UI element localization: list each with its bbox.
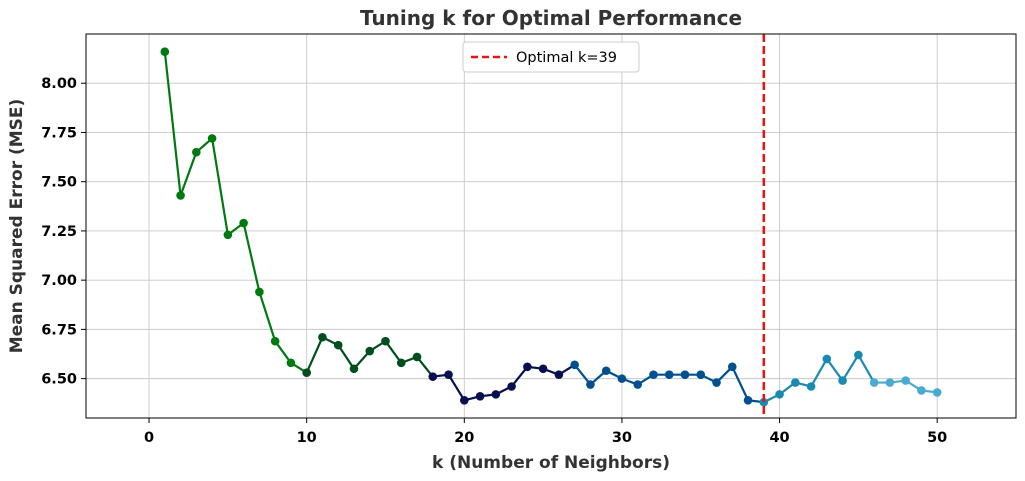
data-point-k-48: [901, 376, 910, 385]
data-point-k-42: [806, 382, 816, 391]
series-segment: [242, 221, 261, 294]
y-axis-label: Mean Squared Error (MSE): [7, 99, 27, 354]
data-point-k-39: [759, 397, 769, 407]
legend-box: [462, 41, 640, 73]
y-tick-label: 8.00: [41, 76, 77, 92]
data-point-k-40: [775, 390, 784, 399]
data-point-k-23: [507, 382, 516, 391]
data-point-k-33: [664, 370, 674, 379]
x-tick-label: 20: [454, 430, 474, 446]
y-tick-label: 7.75: [41, 125, 77, 141]
series-segment: [179, 151, 198, 197]
data-point-k-6: [239, 218, 248, 228]
series-line: [163, 50, 939, 404]
data-point-k-1: [160, 47, 170, 57]
data-point-k-26: [554, 370, 564, 379]
y-tick-label: 7.50: [41, 175, 77, 191]
series-points: [160, 47, 942, 407]
data-point-k-49: [917, 386, 926, 395]
y-tick-label: 7.00: [41, 273, 77, 289]
data-point-k-17: [412, 352, 422, 362]
data-point-k-20: [460, 395, 469, 405]
x-ticks: 0 10 20 30 40 50: [144, 418, 947, 446]
data-point-k-25: [538, 364, 548, 374]
y-ticks: 6.50 6.75 7.00 7.25 7.50 7.75 8.00: [41, 76, 86, 388]
series-segment: [337, 344, 356, 370]
plot-frame: [85, 33, 1017, 419]
chart-title: Tuning k for Optimal Performance: [360, 6, 742, 30]
grid: [86, 34, 1016, 418]
y-tick-label: 6.75: [41, 322, 77, 338]
series-segment: [731, 365, 750, 402]
y-tick-label: 7.25: [41, 224, 77, 240]
data-point-k-10: [302, 368, 311, 378]
data-point-k-28: [586, 380, 595, 389]
data-point-k-41: [791, 378, 800, 387]
data-point-k-32: [649, 370, 658, 379]
data-point-k-27: [570, 360, 579, 370]
series-segment: [809, 357, 828, 388]
data-point-k-8: [270, 336, 280, 346]
series-segment: [447, 373, 466, 402]
data-point-k-24: [523, 362, 532, 372]
data-point-k-5: [223, 230, 233, 240]
data-point-k-21: [475, 392, 485, 401]
x-axis-label: k (Number of Neighbors): [432, 453, 670, 473]
data-point-k-46: [869, 378, 879, 387]
x-tick-label: 50: [927, 430, 947, 446]
series-segment: [825, 357, 844, 382]
data-point-k-30: [617, 374, 627, 383]
data-point-k-35: [696, 370, 706, 379]
data-point-k-50: [932, 388, 942, 397]
data-point-k-2: [176, 191, 185, 200]
data-point-k-3: [192, 147, 201, 157]
data-point-k-37: [727, 362, 737, 372]
series-segment: [857, 353, 876, 384]
data-point-k-13: [349, 364, 359, 374]
data-point-k-43: [822, 354, 832, 364]
data-point-k-14: [365, 346, 375, 356]
data-point-k-38: [743, 395, 753, 405]
series-segment: [305, 336, 324, 374]
data-point-k-36: [712, 378, 721, 387]
y-tick-label: 6.50: [41, 372, 77, 388]
data-point-k-31: [633, 380, 642, 389]
data-point-k-4: [207, 134, 217, 143]
x-tick-label: 30: [612, 430, 632, 446]
data-point-k-12: [333, 340, 343, 350]
series-segment: [211, 137, 229, 236]
data-point-k-15: [381, 336, 390, 346]
data-point-k-16: [396, 358, 406, 368]
series-segment: [841, 353, 860, 382]
data-point-k-45: [854, 350, 863, 360]
x-tick-label: 10: [297, 430, 317, 446]
data-point-k-7: [255, 287, 264, 297]
data-point-k-44: [838, 376, 847, 385]
series-segment: [274, 340, 293, 364]
data-point-k-29: [601, 366, 611, 376]
data-point-k-11: [318, 332, 327, 342]
series-segment: [384, 340, 403, 364]
x-tick-label: 0: [144, 430, 154, 446]
x-tick-label: 40: [769, 430, 789, 446]
data-point-k-18: [428, 372, 438, 381]
series-segment: [163, 50, 182, 197]
series-segment: [258, 290, 277, 343]
legend-entry-optimal: Optimal k=39: [516, 50, 617, 66]
data-point-k-9: [286, 358, 296, 368]
legend: Optimal k=39: [462, 41, 640, 73]
data-point-k-19: [444, 370, 453, 379]
data-point-k-34: [680, 370, 690, 379]
data-point-k-47: [885, 378, 895, 387]
data-point-k-22: [491, 390, 501, 399]
